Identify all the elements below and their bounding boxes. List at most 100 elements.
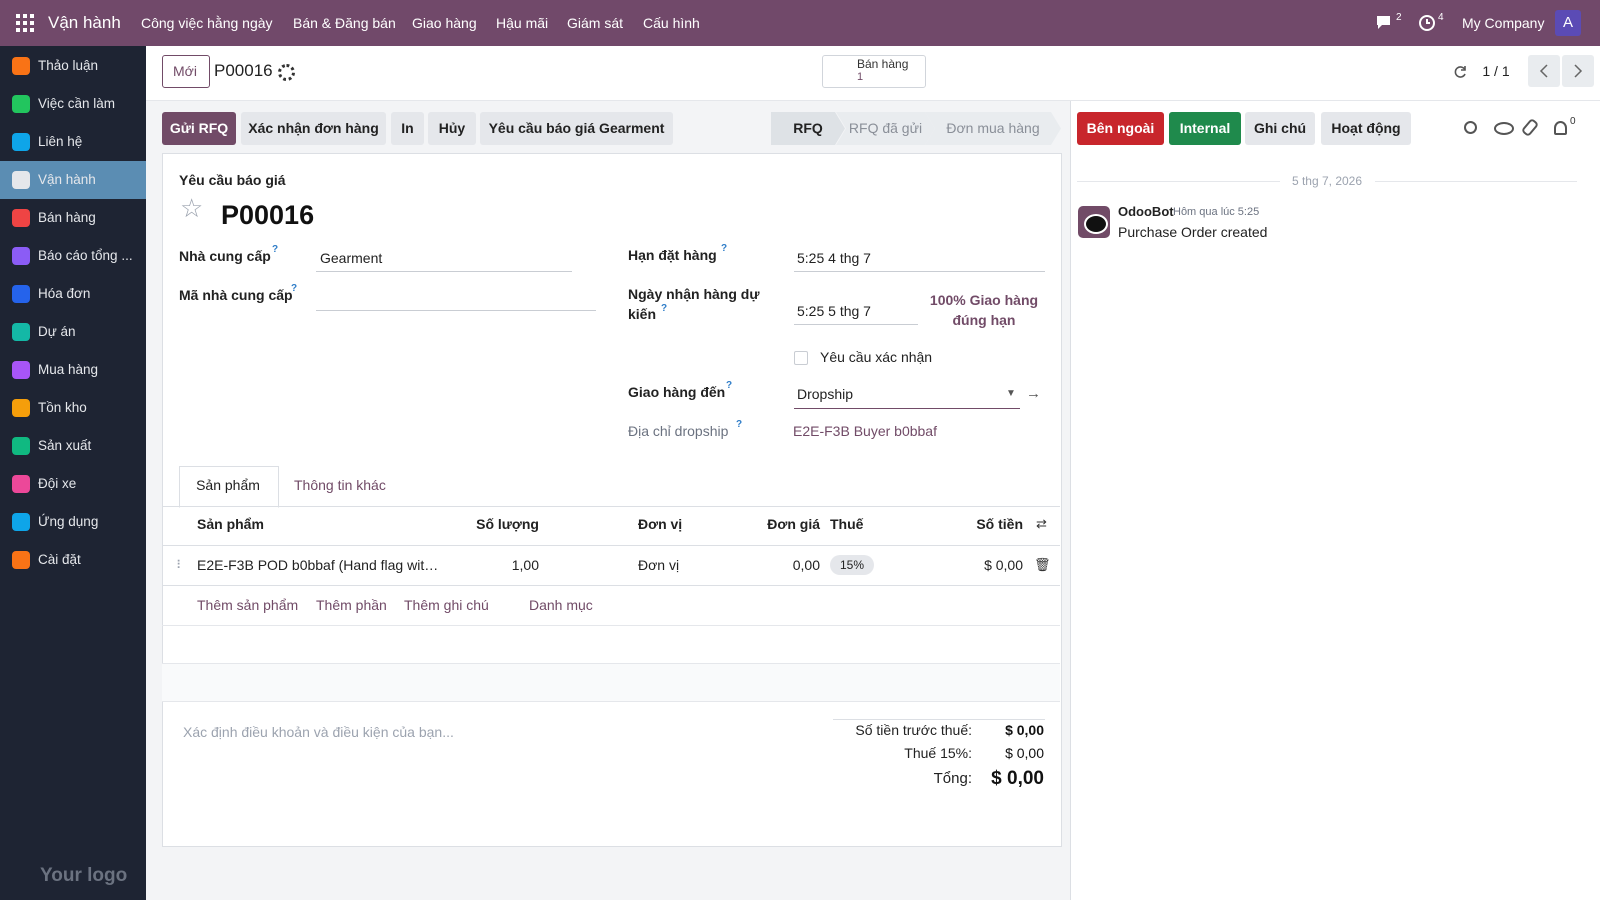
help-mark: ?: [661, 303, 668, 314]
checkbox[interactable]: [794, 351, 808, 365]
sidebar-item[interactable]: Liên hệ: [38, 134, 83, 149]
top-menu[interactable]: Giám sát: [567, 15, 624, 31]
pager-next[interactable]: [1562, 55, 1594, 87]
field-value[interactable]: 5:25 4 thg 7: [797, 250, 871, 266]
status-step[interactable]: Đơn mua hàng: [925, 112, 1061, 145]
terms-input[interactable]: Xác định điều khoản và điều kiện của bạn…: [183, 724, 454, 740]
field-label: Địa chỉ dropship: [628, 423, 729, 439]
cell[interactable]: 1,00: [511, 557, 539, 573]
message-author[interactable]: OdooBot: [1118, 204, 1174, 219]
new-label[interactable]: Mới: [173, 63, 197, 79]
sidebar-item[interactable]: Dự án: [38, 324, 76, 339]
field-value[interactable]: Dropship: [797, 386, 854, 402]
cell[interactable]: 0,00: [792, 557, 820, 573]
cell[interactable]: E2E-F3B POD b0bbaf (Hand flag wit…: [197, 557, 439, 573]
column-header[interactable]: Đơn giá: [767, 516, 820, 532]
sidebar-item[interactable]: Hóa đơn: [38, 286, 91, 301]
avatar-letter[interactable]: A: [1562, 14, 1574, 31]
action-button[interactable]: In: [391, 112, 424, 145]
add-line-link[interactable]: Thêm sản phẩm: [197, 597, 299, 613]
sidebar-item[interactable]: Thảo luận: [38, 58, 99, 73]
row-line: [162, 701, 1060, 702]
follower-icon[interactable]: [1554, 121, 1567, 135]
tab-label[interactable]: Sản phẩm: [196, 477, 260, 493]
star-icon[interactable]: ☆: [180, 193, 204, 223]
column-settings[interactable]: ⇄: [1036, 516, 1047, 531]
top-menu[interactable]: Bán & Đăng bán: [293, 15, 396, 31]
date-line: [1375, 181, 1577, 182]
top-menu[interactable]: Giao hàng: [412, 15, 477, 31]
add-line-link[interactable]: Danh mục: [529, 597, 593, 613]
form-name: P00016: [221, 200, 315, 230]
chatter-button[interactable]: Bên ngoài: [1077, 112, 1164, 145]
field-value[interactable]: 5:25 5 thg 7: [797, 303, 871, 319]
top-menu[interactable]: Cấu hình: [643, 15, 700, 31]
eye-icon[interactable]: [1494, 122, 1514, 135]
cell[interactable]: $ 0,00: [984, 557, 1023, 573]
row-line: [162, 663, 1060, 664]
sidebar-item[interactable]: Tồn kho: [38, 400, 87, 415]
gear-icon[interactable]: [278, 64, 295, 81]
activity-icon[interactable]: [1418, 13, 1438, 33]
action-button[interactable]: Xác nhận đơn hàng: [241, 112, 386, 145]
help-mark: ?: [291, 283, 298, 294]
sidebar-item[interactable]: Đội xe: [38, 476, 77, 491]
cell[interactable]: Đơn vị: [638, 557, 680, 573]
sidebar-item[interactable]: Việc cần làm: [38, 96, 116, 111]
sidebar-item[interactable]: Mua hàng: [38, 362, 99, 377]
sidebar-item[interactable]: Sản xuất: [38, 438, 92, 453]
add-line-link[interactable]: Thêm phần: [316, 597, 387, 613]
field-underline[interactable]: [316, 310, 596, 311]
drag-handle: ⠇: [176, 558, 185, 572]
field-value[interactable]: E2E-F3B Buyer b0bbaf: [793, 423, 937, 439]
message-time: Hôm qua lúc 5:25: [1173, 206, 1260, 218]
smart-label: Bán hàng: [857, 57, 909, 71]
company-name[interactable]: My Company: [1462, 15, 1545, 31]
pager-text: 1 / 1: [1482, 63, 1510, 79]
action-button[interactable]: Yêu cầu báo giá Gearment: [480, 112, 673, 145]
tab-label[interactable]: Thông tin khác: [294, 477, 386, 493]
refresh-icon[interactable]: [1452, 64, 1468, 80]
total-label: Số tiền trước thuế:: [855, 722, 972, 738]
action-button[interactable]: Gửi RFQ: [162, 112, 236, 145]
sidebar-item[interactable]: Báo cáo tổng ...: [38, 248, 133, 263]
status-step[interactable]: RFQ: [771, 112, 845, 145]
top-menu[interactable]: Hậu mãi: [496, 15, 549, 31]
sidebar-item[interactable]: Cài đặt: [38, 552, 81, 567]
avatar-box[interactable]: [1555, 10, 1581, 36]
search-icon[interactable]: [1464, 121, 1477, 134]
column-header[interactable]: Đơn vị: [638, 516, 683, 532]
new-button[interactable]: [162, 55, 210, 88]
sidebar-icon: [12, 361, 30, 379]
apps-icon[interactable]: [16, 14, 34, 32]
sidebar-item[interactable]: Ứng dụng: [38, 514, 99, 529]
top-menu[interactable]: Công việc hằng ngày: [141, 15, 273, 31]
field-underline: [794, 271, 1045, 272]
checkbox-label: Yêu cầu xác nhận: [820, 349, 933, 365]
pager-prev[interactable]: [1528, 55, 1560, 87]
column-header[interactable]: Số lượng: [476, 516, 539, 532]
open-arrow[interactable]: →: [1026, 385, 1041, 402]
chatter-button[interactable]: Ghi chú: [1245, 112, 1315, 145]
sidebar-item[interactable]: Vận hành: [38, 172, 96, 187]
status-step[interactable]: RFQ đã gửi: [836, 112, 935, 145]
chatter-button[interactable]: Internal: [1169, 112, 1241, 145]
tax-tag: 15%: [839, 558, 865, 572]
add-line-link[interactable]: Thêm ghi chú: [404, 597, 489, 613]
column-header[interactable]: Sản phẩm: [197, 516, 264, 532]
on-time-rate[interactable]: 100% Giao hàng đúng hạn: [929, 292, 1039, 328]
app-name[interactable]: Vận hành: [48, 13, 121, 32]
smart-button[interactable]: [822, 55, 926, 88]
row-line: [162, 545, 1060, 546]
column-header[interactable]: Số tiền: [976, 516, 1023, 532]
column-header[interactable]: Thuế: [830, 516, 864, 532]
delete-icon[interactable]: 🗑: [1034, 557, 1051, 572]
field-value[interactable]: Gearment: [320, 250, 383, 266]
field-label: Nhà cung cấp: [179, 248, 271, 264]
tab-active[interactable]: [179, 466, 279, 508]
chat-icon[interactable]: [1375, 14, 1395, 32]
action-button[interactable]: Hủy: [428, 112, 476, 145]
field-label: Giao hàng đến: [628, 384, 726, 400]
chatter-button[interactable]: Hoạt động: [1321, 112, 1411, 145]
sidebar-item[interactable]: Bán hàng: [38, 210, 96, 225]
